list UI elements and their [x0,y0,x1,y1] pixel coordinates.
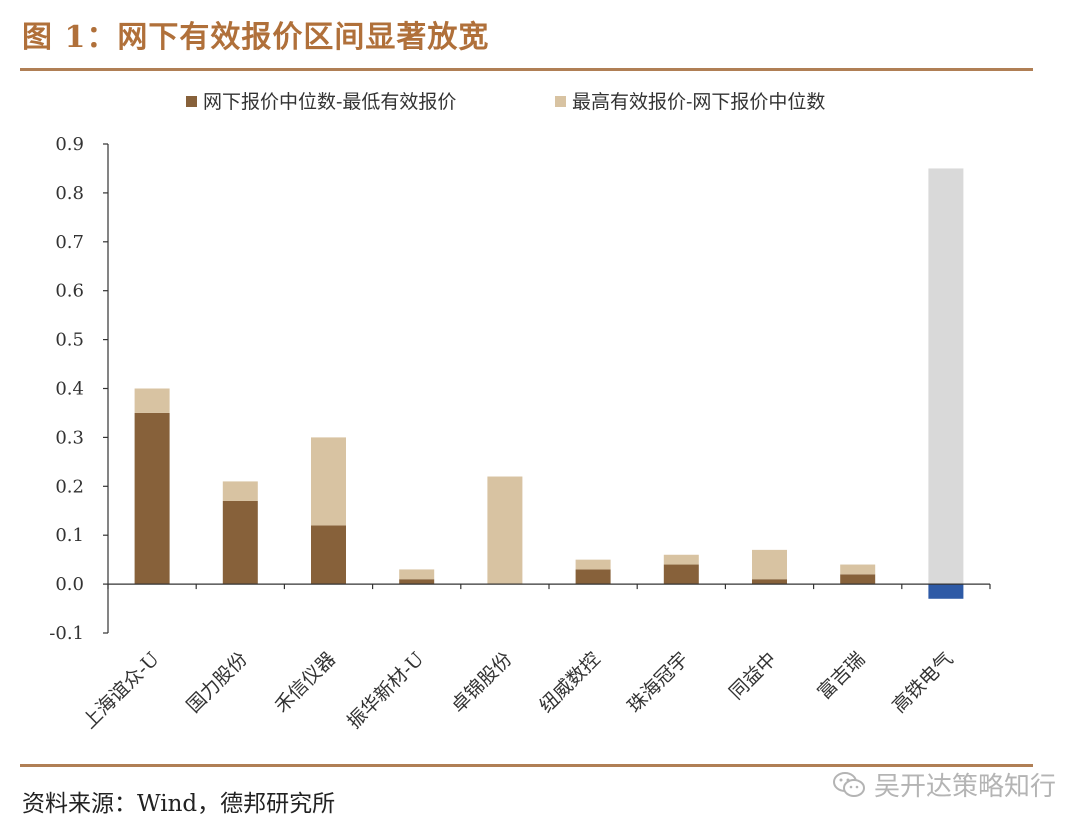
bar-series-1 [222,500,258,585]
bar-series-1 [134,412,170,585]
source-note: 资料来源：Wind，德邦研究所 [22,791,336,817]
x-tick-label: 高铁电气 [888,648,957,717]
legend: 网下报价中位数-最低有效报价 最高有效报价-网下报价中位数 [186,91,825,113]
x-tick-label: 纽威数控 [535,648,604,717]
watermark-text: 吴开达策略知行 [873,772,1056,802]
y-axis: 0.9 0.8 0.7 0.6 0.5 0.4 0.3 0.2 0.1 0.0 -0.1 [49,134,109,644]
y-tick-label: 0.2 [55,476,84,497]
bar-series-1 [840,574,876,585]
bar-series-1 [399,579,435,585]
bar-series-2 [928,168,964,585]
y-tick-label: 0.9 [55,134,84,155]
bar-series-2 [840,564,876,575]
bar-series-1 [928,584,964,599]
y-tick-label: 0.0 [55,574,84,595]
bottom-divider [20,764,1033,767]
x-tick-label: 卓锦股份 [447,648,516,717]
y-tick-label: 0.1 [55,525,84,546]
x-tick-label: 富吉瑞 [813,648,869,704]
legend-swatch-series-1 [186,96,197,107]
legend-label-series-2: 最高有效报价-网下报价中位数 [572,91,825,113]
x-tick-label: 上海谊众-U [78,648,163,733]
bar-series-1 [575,569,611,585]
y-tick-label: 0.8 [55,183,84,204]
legend-label-series-1: 网下报价中位数-最低有效报价 [203,91,456,113]
legend-swatch-series-2 [555,96,566,107]
page-title: 图 1：网下有效报价区间显著放宽 [22,20,490,55]
bar-series-1 [311,525,346,585]
bar-series-2 [311,437,346,526]
bar-series-2 [487,476,523,585]
y-tick-label: -0.1 [49,623,84,644]
bar-series-2 [575,559,611,570]
x-tick-label: 同益中 [725,648,781,704]
bar-chart: 网下报价中位数-最低有效报价 最高有效报价-网下报价中位数 0.90.80.70… [49,91,991,733]
x-tick-label: 禾信仪器 [271,648,340,717]
x-tick-label: 国力股份 [183,648,252,717]
bar-series-1 [752,579,787,585]
bar-series-2 [399,569,435,580]
bar-series-1 [663,564,699,585]
bar-series-2 [663,554,699,565]
wechat-icon [832,771,865,797]
x-axis: 上海谊众-U 国力股份 禾信仪器 振华新材-U 卓锦股份 纽威数控 珠海冠宇 同益中 富吉瑞 高铁… [78,583,991,733]
y-tick-label: 0.7 [55,232,84,253]
y-tick-label: 0.3 [55,427,84,448]
top-divider [20,68,1033,71]
x-tick-label: 振华新材-U [343,648,428,733]
watermark: 吴开达策略知行 [832,766,1056,803]
bar-series-2 [222,481,258,501]
y-tick-label: 0.4 [55,379,84,400]
bar-series-2 [134,388,170,413]
x-tick-label: 珠海冠宇 [624,648,693,717]
y-tick-label: 0.5 [55,330,84,351]
bars [134,168,964,599]
bar-series-2 [752,549,787,580]
y-tick-label: 0.6 [55,281,84,302]
